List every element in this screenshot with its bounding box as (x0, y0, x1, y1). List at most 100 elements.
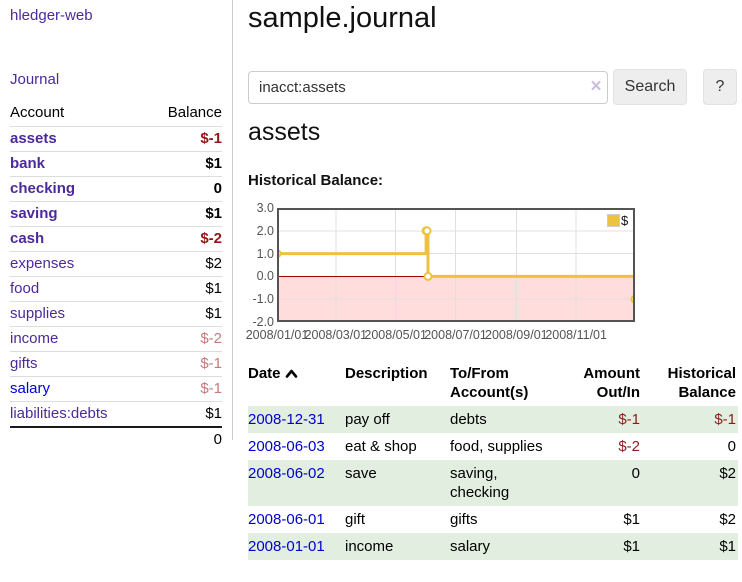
x-tick-label: 2008/09/01 (485, 328, 548, 342)
accounts-header-row: Account Balance (10, 100, 222, 127)
account-row: expenses $2 (10, 251, 222, 277)
register-row: 2008-12-31 pay off debts $-1 $-1 (248, 406, 738, 433)
account-row: salary $-1 (10, 376, 222, 402)
y-tick-label: 0.0 (256, 269, 274, 284)
help-button[interactable]: ? (703, 69, 737, 105)
account-balance: $1 (146, 401, 222, 427)
y-tick-label: -1.0 (252, 292, 274, 307)
account-link[interactable]: expenses (10, 255, 75, 272)
sidebar: hledger-web Journal Account Balance asse… (0, 0, 233, 452)
account-row: assets $-1 (10, 126, 222, 152)
account-link[interactable]: salary (10, 380, 51, 397)
accounts-col-account: Account (10, 104, 65, 121)
accounts-col-balance: Balance (167, 104, 222, 121)
register-description-cell: eat & shop (345, 438, 417, 455)
clear-search-icon[interactable]: × (590, 76, 602, 97)
account-balance: $1 (146, 151, 222, 177)
x-tick-label: 2008/01/01 (245, 328, 309, 342)
account-link[interactable]: saving (10, 205, 58, 222)
chart-section-label: Historical Balance: (248, 172, 384, 189)
account-link[interactable]: income (10, 330, 59, 347)
register-balance-cell: $-1 (642, 406, 738, 433)
chart-legend: $ (607, 213, 628, 228)
account-row: cash $-2 (10, 226, 222, 252)
account-row: income $-2 (10, 326, 222, 352)
register-amount-cell: $-2 (618, 438, 640, 455)
account-link[interactable]: gifts (10, 355, 38, 372)
main-content: sample.journal × Search ? assets Histori… (245, 0, 742, 582)
account-balance: $1 (146, 301, 222, 327)
y-tick-label: 3.0 (256, 201, 274, 215)
account-link[interactable]: assets (10, 130, 57, 147)
register-balance-cell: $1 (642, 533, 738, 560)
register-amount-cell: 0 (562, 460, 642, 506)
account-row: gifts $-1 (10, 351, 222, 377)
search-bar: × Search ? (248, 69, 742, 105)
account-link[interactable]: food (10, 280, 40, 297)
register-header-row: Date Description To/From Account(s) Amou… (248, 360, 738, 406)
accounts-total-row: 0 (10, 426, 222, 452)
account-balance: $-1 (146, 376, 222, 402)
chart-plot-area (277, 208, 635, 322)
transaction-date-link[interactable]: 2008-06-01 (248, 511, 325, 528)
register-balance-cell: $2 (642, 460, 738, 506)
accounts-table: Account Balance assets $-1 bank $1 checking 0… (10, 100, 222, 452)
register-date-cell: 2008-12-31 (248, 406, 345, 433)
historical-balance-chart: 3.0 2.0 1.0 0.0 -1.0 -2.0 2008/01/01 2008/03/0… (245, 200, 742, 355)
register-accounts-cell: debts (450, 406, 562, 433)
transaction-date-link[interactable]: 2008-06-03 (248, 438, 325, 455)
register-col-accounts: To/From Account(s) (450, 365, 529, 401)
account-balance: $-2 (146, 226, 222, 252)
x-tick-label: 2008/11/01 (545, 328, 607, 342)
search-button[interactable]: Search (613, 69, 687, 105)
account-link[interactable]: liabilities:debts (10, 405, 108, 422)
register-description-cell: gift (345, 511, 366, 528)
sidebar-divider (232, 0, 233, 440)
account-row: bank $1 (10, 151, 222, 177)
transaction-date-link[interactable]: 2008-12-31 (248, 411, 325, 428)
register-col-description: Description (345, 365, 428, 382)
register-table: Date Description To/From Account(s) Amou… (248, 360, 738, 560)
x-tick-label: 2008/07/01 (424, 328, 487, 342)
brand-link[interactable]: hledger-web (10, 7, 93, 24)
x-tick-label: 2008/05/01 (364, 328, 427, 342)
register-col-balance: Historical Balance (667, 365, 736, 401)
register-col-amount: Amount Out/In (583, 365, 640, 401)
account-heading: assets (248, 118, 321, 146)
register-row: 2008-06-01 gift gifts $1 $2 (248, 506, 738, 533)
transaction-date-link[interactable]: 2008-06-02 (248, 465, 325, 482)
y-tick-label: 1.0 (256, 246, 274, 261)
account-link[interactable]: checking (10, 180, 76, 197)
register-description-cell: save (345, 460, 450, 506)
account-row: supplies $1 (10, 301, 222, 327)
account-balance: $-1 (146, 126, 222, 152)
register-amount-cell: $1 (623, 511, 640, 528)
y-tick-label: 2.0 (256, 223, 274, 238)
account-link[interactable]: cash (10, 230, 45, 247)
register-date-cell: 2008-01-01 (248, 533, 345, 560)
account-link[interactable]: supplies (10, 305, 66, 322)
account-balance: $-1 (146, 351, 222, 377)
sidebar-item-journal[interactable]: Journal (10, 71, 60, 88)
register-balance-cell: 0 (727, 438, 736, 455)
register-description-cell: pay off (345, 406, 450, 433)
legend-swatch-icon (607, 214, 620, 227)
register-date-cell: 2008-06-03 (248, 433, 345, 460)
register-accounts-cell: salary (450, 533, 562, 560)
search-input[interactable] (248, 71, 608, 104)
account-row: liabilities:debts $1 (10, 401, 222, 427)
register-date-cell: 2008-06-01 (248, 506, 345, 533)
register-amount-cell: $-1 (562, 406, 642, 433)
account-balance: $1 (146, 201, 222, 227)
register-description-cell: income (345, 533, 450, 560)
y-tick-label: -2.0 (252, 315, 274, 329)
transaction-date-link[interactable]: 2008-01-01 (248, 538, 325, 555)
account-balance: 0 (146, 176, 222, 202)
account-balance: $-2 (146, 326, 222, 352)
register-balance-cell: $2 (719, 511, 736, 528)
account-link[interactable]: bank (10, 155, 46, 172)
legend-label: $ (621, 213, 629, 228)
register-col-date[interactable]: Date (248, 360, 345, 406)
account-balance: $1 (146, 276, 222, 302)
account-row: checking 0 (10, 176, 222, 202)
